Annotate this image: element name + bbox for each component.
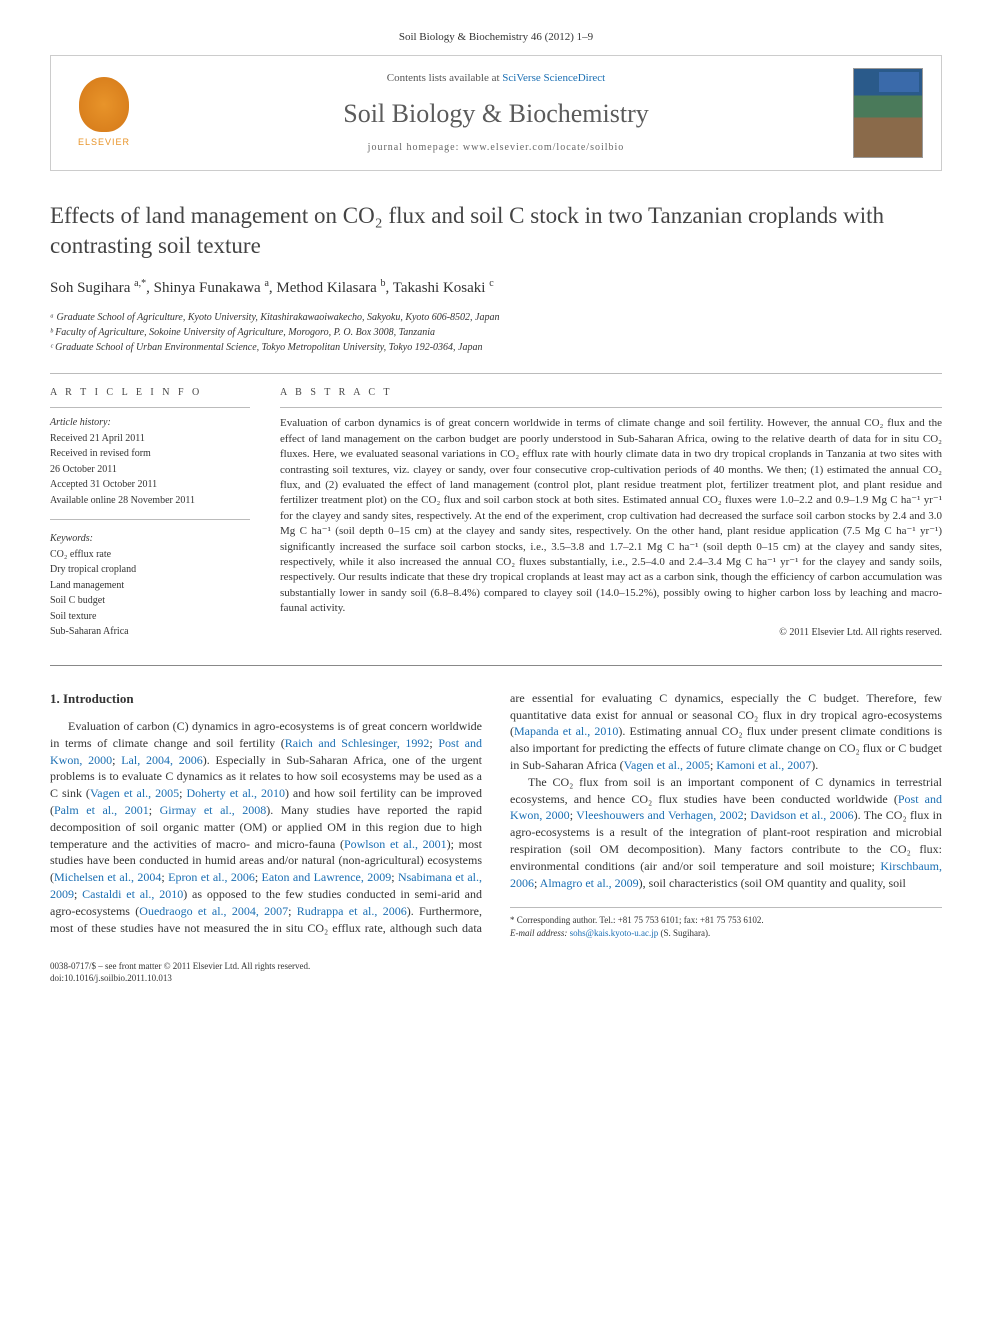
publisher-name: ELSEVIER [78,136,130,148]
divider [50,665,942,666]
contents-prefix: Contents lists available at [387,72,502,84]
article-info-column: A R T I C L E I N F O Article history: R… [50,386,250,641]
journal-header: ELSEVIER Contents lists available at Sci… [50,55,942,171]
citation-link[interactable]: Epron et al., 2006 [168,870,255,884]
history-item: 26 October 2011 [50,463,250,477]
citation-link[interactable]: Ouedraogo et al., 2004, 2007 [139,904,288,918]
body-paragraph-2: The CO₂ flux from soil is an important c… [510,774,942,892]
affiliation-line: ᵇ Faculty of Agriculture, Sokoine Univer… [50,325,942,340]
email-label: E-mail address: [510,928,570,938]
journal-name: Soil Biology & Biochemistry [159,96,833,131]
email-suffix: (S. Sugihara). [658,928,710,938]
citation-link[interactable]: Vagen et al., 2005 [624,758,710,772]
divider [50,519,250,520]
sciencedirect-link[interactable]: SciVerse ScienceDirect [502,72,605,84]
divider [50,373,942,374]
citation-link[interactable]: Almagro et al., 2009 [540,876,639,890]
keyword-item: Land management [50,579,250,593]
citation-link[interactable]: Mapanda et al., 2010 [514,724,618,738]
journal-homepage-line: journal homepage: www.elsevier.com/locat… [159,141,833,155]
citation-link[interactable]: Girmay et al., 2008 [160,803,267,817]
divider [50,407,250,408]
author-list: Soh Sugihara a,*, Shinya Funakawa a, Met… [50,277,942,298]
citation-link[interactable]: Vleeshouwers and Verhagen, 2002 [576,808,743,822]
keywords-label: Keywords: [50,532,250,546]
citation-link[interactable]: Raich and Schlesinger, 1992 [285,736,430,750]
info-abstract-row: A R T I C L E I N F O Article history: R… [50,386,942,641]
keyword-item: Dry tropical cropland [50,563,250,577]
body-text: 1. Introduction Evaluation of carbon (C)… [50,690,942,940]
citation-link[interactable]: Rudrappa et al., 2006 [297,904,407,918]
abstract-column: A B S T R A C T Evaluation of carbon dyn… [280,386,942,641]
citation-link[interactable]: Kamoni et al., 2007 [716,758,811,772]
citation-link[interactable]: Lal, 2004, 2006 [121,753,203,767]
footer-doi: doi:10.1016/j.soilbio.2011.10.013 [50,972,942,985]
homepage-prefix: journal homepage: [368,142,463,153]
history-item: Received 21 April 2011 [50,432,250,446]
article-info-heading: A R T I C L E I N F O [50,386,250,400]
citation-link[interactable]: Palm et al., 2001 [54,803,149,817]
history-item: Available online 28 November 2011 [50,494,250,508]
citation-link[interactable]: Vagen et al., 2005 [90,786,179,800]
keyword-item: Sub-Saharan Africa [50,625,250,639]
header-center: Contents lists available at SciVerse Sci… [159,71,833,154]
elsevier-tree-icon [79,77,129,132]
contents-available-line: Contents lists available at SciVerse Sci… [159,71,833,86]
abstract-heading: A B S T R A C T [280,386,942,400]
article-title: Effects of land management on CO₂ flux a… [50,201,942,261]
keyword-item: Soil C budget [50,594,250,608]
divider [280,407,942,408]
affiliations: ᵃ Graduate School of Agriculture, Kyoto … [50,310,942,355]
author-email-link[interactable]: sohs@kais.kyoto-u.ac.jp [570,928,659,938]
history-label: Article history: [50,416,250,430]
affiliation-line: ᶜ Graduate School of Urban Environmental… [50,340,942,355]
history-item: Accepted 31 October 2011 [50,478,250,492]
history-list: Received 21 April 2011Received in revise… [50,432,250,508]
corresponding-author-line: * Corresponding author. Tel.: +81 75 753… [510,914,942,927]
publisher-logo: ELSEVIER [69,73,139,153]
abstract-copyright: © 2011 Elsevier Ltd. All rights reserved… [280,626,942,640]
citation-link[interactable]: Michelsen et al., 2004 [54,870,161,884]
citation-link[interactable]: Powlson et al., 2001 [344,837,447,851]
homepage-url: www.elsevier.com/locate/soilbio [463,142,624,153]
keywords-list: CO₂ efflux rateDry tropical cropland Land… [50,548,250,639]
citation-line: Soil Biology & Biochemistry 46 (2012) 1–… [50,30,942,45]
footnote-block: * Corresponding author. Tel.: +81 75 753… [510,907,942,939]
keyword-item: Soil texture [50,610,250,624]
footer-copyright: 0038-0717/$ – see front matter © 2011 El… [50,960,942,973]
citation-link[interactable]: Castaldi et al., 2010 [82,887,183,901]
citation-link[interactable]: Doherty et al., 2010 [186,786,285,800]
citation-link[interactable]: Davidson et al., 2006 [750,808,853,822]
abstract-text: Evaluation of carbon dynamics is of grea… [280,416,942,616]
citation-link[interactable]: Eaton and Lawrence, 2009 [262,870,392,884]
journal-cover-thumbnail [853,68,923,158]
affiliation-line: ᵃ Graduate School of Agriculture, Kyoto … [50,310,942,325]
email-line: E-mail address: sohs@kais.kyoto-u.ac.jp … [510,927,942,940]
section-heading: 1. Introduction [50,690,482,708]
keyword-item: CO₂ efflux rate [50,548,250,562]
history-item: Received in revised form [50,447,250,461]
footer: 0038-0717/$ – see front matter © 2011 El… [50,960,942,985]
